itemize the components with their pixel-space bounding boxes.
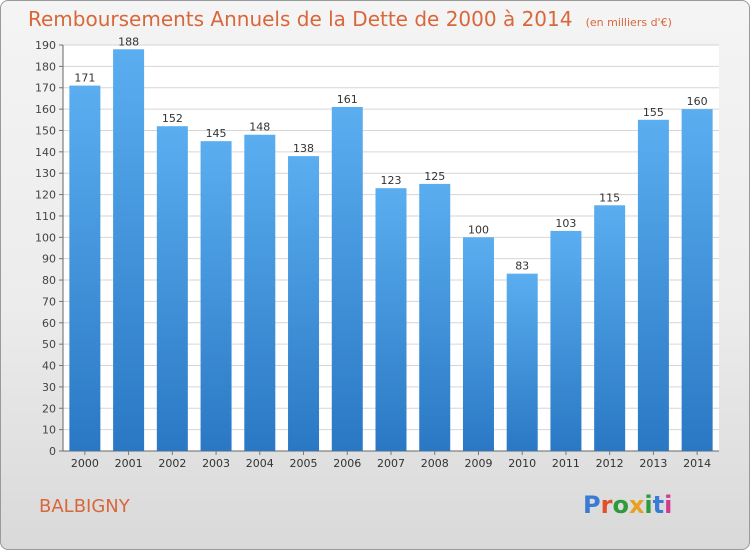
y-tick-label: 20 <box>42 402 56 415</box>
bar-value-label: 138 <box>293 142 314 155</box>
chart-title: Remboursements Annuels de la Dette de 20… <box>28 7 573 31</box>
y-tick-label: 40 <box>42 360 56 373</box>
bar <box>69 85 101 451</box>
bar <box>550 230 582 451</box>
bar <box>200 141 232 451</box>
x-tick-label: 2013 <box>639 457 667 470</box>
y-tick-label: 60 <box>42 317 56 330</box>
y-tick-label: 10 <box>42 424 56 437</box>
x-tick-label: 2007 <box>377 457 405 470</box>
bar <box>113 49 145 452</box>
bar-value-label: 100 <box>468 223 489 236</box>
chart-subtitle: (en milliers d'€) <box>585 16 672 29</box>
x-tick-label: 2008 <box>421 457 449 470</box>
bar-value-label: 103 <box>555 217 576 230</box>
y-tick-label: 80 <box>42 274 56 287</box>
y-tick-label: 150 <box>35 124 56 137</box>
bar-value-label: 115 <box>599 191 620 204</box>
bar-value-label: 125 <box>424 170 445 183</box>
y-tick-label: 110 <box>35 210 56 223</box>
bar <box>244 134 276 451</box>
bar <box>506 273 538 451</box>
y-tick-label: 130 <box>35 167 56 180</box>
y-tick-label: 100 <box>35 231 56 244</box>
bar <box>637 119 669 451</box>
y-tick-label: 90 <box>42 253 56 266</box>
bar-value-label: 148 <box>249 121 270 134</box>
bar-value-label: 123 <box>381 174 402 187</box>
x-tick-label: 2006 <box>333 457 361 470</box>
city-name: BALBIGNY <box>39 496 130 517</box>
y-tick-label: 190 <box>35 39 56 52</box>
x-tick-label: 2003 <box>202 457 230 470</box>
bar-value-label: 171 <box>74 72 95 85</box>
y-tick-label: 180 <box>35 60 56 73</box>
bar <box>288 156 320 451</box>
y-tick-label: 170 <box>35 82 56 95</box>
bar-value-label: 155 <box>643 106 664 119</box>
bar-value-label: 83 <box>515 260 529 273</box>
x-tick-label: 2001 <box>115 457 143 470</box>
bar-value-label: 152 <box>162 112 183 125</box>
x-tick-label: 2005 <box>290 457 318 470</box>
x-tick-label: 2002 <box>158 457 186 470</box>
bar-value-label: 161 <box>337 93 358 106</box>
proxiti-logo: Proxiti <box>583 491 673 519</box>
y-tick-label: 140 <box>35 146 56 159</box>
bar <box>681 109 713 452</box>
bar <box>331 106 363 452</box>
bar-value-label: 188 <box>118 35 139 48</box>
bar <box>375 188 407 451</box>
bar <box>156 126 188 451</box>
y-tick-label: 120 <box>35 189 56 202</box>
x-tick-label: 2012 <box>596 457 624 470</box>
x-tick-label: 2011 <box>552 457 580 470</box>
bar <box>594 205 626 451</box>
x-tick-label: 2010 <box>508 457 536 470</box>
x-tick-label: 2014 <box>683 457 711 470</box>
y-tick-label: 0 <box>49 445 56 458</box>
x-tick-label: 2009 <box>464 457 492 470</box>
y-tick-label: 50 <box>42 338 56 351</box>
x-tick-label: 2000 <box>71 457 99 470</box>
y-tick-label: 70 <box>42 295 56 308</box>
bar-value-label: 160 <box>687 95 708 108</box>
y-tick-label: 30 <box>42 381 56 394</box>
y-tick-label: 160 <box>35 103 56 116</box>
x-tick-label: 2004 <box>246 457 274 470</box>
title-row: Remboursements Annuels de la Dette de 20… <box>28 7 672 31</box>
bar <box>419 183 451 452</box>
bar-value-label: 145 <box>206 127 227 140</box>
bar <box>462 237 494 451</box>
